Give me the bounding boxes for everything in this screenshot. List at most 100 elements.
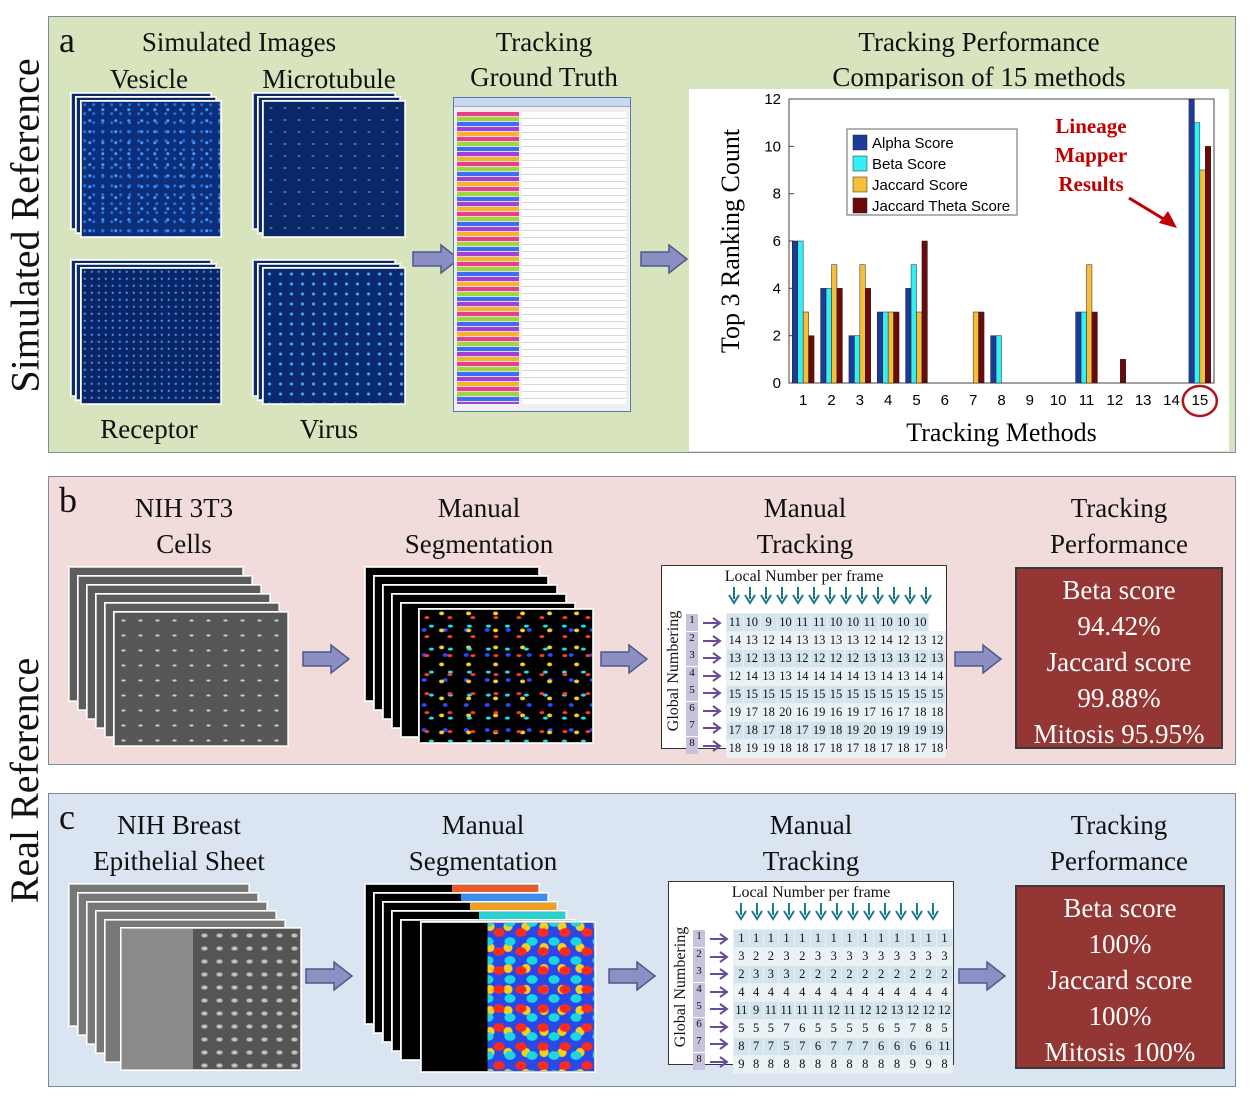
down-arrow-icon — [767, 903, 779, 921]
global-row-number: 1 — [693, 930, 705, 947]
table-cell: 18 — [860, 739, 879, 758]
table-cell: 4 — [872, 983, 890, 1002]
bar — [910, 264, 917, 384]
table-cell: 17 — [759, 721, 778, 740]
x-tick-label: 4 — [884, 392, 892, 409]
table-cell: 3 — [856, 947, 874, 966]
table-cell: 8 — [762, 1055, 780, 1074]
table-cell: 8 — [936, 1055, 953, 1074]
panel-a: a Simulated Images Vesicle Microtubule R… — [48, 16, 1236, 453]
table-cell: 10 — [827, 613, 845, 632]
table-cell: 8 — [825, 1055, 843, 1074]
lineage-annotation: Lineage — [1055, 114, 1126, 138]
down-arrow-icon — [888, 587, 900, 605]
receptor-label: Receptor — [100, 414, 198, 444]
legend-label: Jaccard Score — [872, 177, 968, 194]
table-cell: 15 — [894, 685, 913, 704]
table-cell: 5 — [748, 1019, 764, 1038]
table-row: 19 17 18 20 16 19 16 19 17 16 17 18 18 — [726, 703, 946, 722]
bar — [1205, 146, 1211, 384]
epithelial-title-1: NIH Breast — [117, 810, 241, 840]
table-row: 13 12 13 13 12 12 12 12 13 13 13 12 13 — [726, 649, 946, 668]
table-cell: 20 — [776, 703, 795, 722]
table-cell: 11 — [860, 613, 879, 632]
table-cell: 3 — [748, 965, 764, 984]
table-cell: 19 — [726, 703, 744, 722]
right-arrow-icon — [703, 722, 722, 734]
bar — [859, 264, 866, 384]
table-cell: 7 — [762, 1037, 780, 1056]
jaccard-label: Jaccard score — [1047, 965, 1193, 995]
table-cell: 6 — [793, 1019, 811, 1038]
x-tick-label: 8 — [997, 392, 1005, 409]
table-cell: 18 — [928, 703, 946, 722]
table-cell: 4 — [778, 983, 795, 1002]
side-label-real: Real Reference — [2, 657, 48, 903]
table-cell: 15 — [911, 685, 930, 704]
table-cell: 6 — [809, 1037, 827, 1056]
table-cell: 9 — [748, 1001, 764, 1020]
table-cell: 2 — [841, 965, 858, 984]
bar — [808, 335, 815, 384]
down-arrow-icon — [728, 587, 740, 605]
table-row: 14 13 12 14 13 13 13 13 12 14 12 13 12 — [726, 631, 946, 650]
right-arrow-icon — [710, 985, 729, 998]
table-cell: 13 — [928, 649, 946, 668]
y-tick-label: 12 — [764, 91, 781, 108]
x-axis-label: Tracking Methods — [906, 418, 1096, 447]
table-cell: 13 — [894, 667, 913, 686]
legend-swatch — [852, 176, 868, 193]
bar — [836, 288, 843, 384]
table-cell: 20 — [860, 721, 879, 740]
arrow-right-icon — [600, 643, 649, 675]
table-cell: 19 — [843, 721, 862, 740]
legend-swatch — [852, 134, 868, 151]
bar — [1080, 311, 1087, 384]
bar — [1091, 311, 1098, 384]
bar — [990, 335, 997, 384]
legend-label: Beta Score — [872, 156, 946, 173]
table-row: 18 19 19 18 18 17 18 17 18 17 18 17 18 — [726, 739, 946, 758]
table-cell: 17 — [894, 703, 913, 722]
table-cell: 8 — [778, 1055, 795, 1074]
global-row-number: 1 — [686, 614, 698, 631]
lineage-annotation: Results — [1058, 172, 1123, 196]
x-tick-label: 9 — [1026, 392, 1034, 409]
table-cell: 16 — [827, 703, 845, 722]
down-arrow-icon — [911, 903, 923, 921]
table-cell: 4 — [793, 983, 811, 1002]
panel-letter: a — [59, 20, 75, 60]
x-tick-label: 13 — [1135, 392, 1152, 409]
table-cell: 12 — [843, 649, 862, 668]
x-tick-label: 11 — [1079, 392, 1095, 409]
table-cell: 8 — [793, 1055, 811, 1074]
table-cell: 10 — [742, 613, 761, 632]
table-cell: 8 — [841, 1055, 858, 1074]
bar — [995, 335, 1002, 384]
x-tick-label: 10 — [1050, 392, 1067, 409]
table-cell: 17 — [742, 703, 761, 722]
perf-title-2: Comparison of 15 methods — [832, 62, 1126, 92]
microtubule-label: Microtubule — [262, 64, 396, 94]
table-cell: 11 — [793, 1001, 811, 1020]
bar — [882, 311, 889, 384]
table-cell: 19 — [894, 721, 913, 740]
table-cell: 19 — [877, 721, 896, 740]
table-cell: 3 — [872, 947, 890, 966]
table-cell: 1 — [904, 929, 922, 948]
table-cell: 3 — [904, 947, 922, 966]
x-tick-label: 15 — [1191, 392, 1208, 409]
table-cell: 1 — [809, 929, 827, 948]
global-row-number: 7 — [686, 719, 698, 736]
table-cell: 13 — [860, 667, 879, 686]
virus-label: Virus — [299, 414, 359, 444]
global-row-number: 6 — [693, 1017, 705, 1035]
right-arrow-icon — [703, 634, 722, 647]
table-cell: 11 — [762, 1001, 780, 1020]
global-row-number: 4 — [686, 666, 698, 684]
table-cell: 5 — [936, 1019, 953, 1038]
table-cell: 17 — [911, 739, 930, 758]
table-cell: 2 — [809, 965, 827, 984]
beta-label: Beta score — [1063, 893, 1177, 923]
highlight-circle — [1181, 384, 1219, 418]
